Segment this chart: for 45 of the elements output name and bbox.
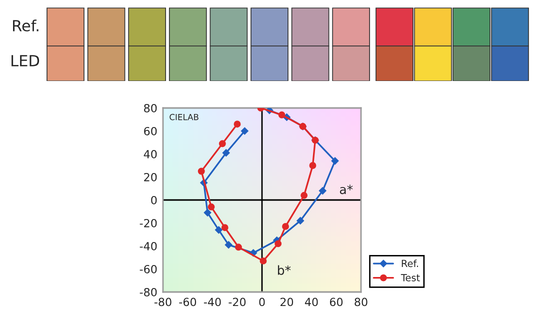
point	[218, 140, 226, 148]
x-tick-label: 0	[259, 298, 265, 306]
point	[224, 241, 232, 248]
point	[274, 240, 282, 248]
y-tick-label: 80	[144, 104, 157, 112]
x-tick-label: -20	[228, 298, 246, 306]
point	[282, 222, 289, 230]
y-tick-label: 20	[144, 172, 157, 182]
point	[278, 111, 286, 118]
ref-line-label: b*	[278, 265, 291, 275]
legend-label: Test	[400, 274, 420, 282]
x-tick-label: 20	[280, 298, 294, 306]
point	[204, 209, 212, 216]
point	[260, 257, 267, 264]
ref-line-label: a*	[340, 184, 353, 194]
x-tick-label: 40	[304, 298, 318, 306]
point	[222, 149, 230, 156]
point	[215, 226, 222, 234]
point	[331, 157, 339, 165]
x-tick-label: 60	[330, 298, 343, 306]
point	[241, 127, 248, 135]
point	[198, 168, 205, 175]
point	[300, 192, 308, 199]
x-tick-label: 80	[354, 298, 368, 306]
text: Ref.	[13, 20, 38, 32]
y-tick-label: -60	[140, 264, 157, 274]
y-tick-label: -40	[140, 242, 157, 250]
annotation: CIELAB	[170, 114, 198, 120]
text: LED	[12, 55, 40, 66]
legend-label: Ref.	[402, 260, 418, 268]
point	[235, 244, 242, 251]
y-tick-label: 0	[151, 196, 157, 204]
point	[296, 217, 304, 224]
y-tick-label: -80	[140, 288, 157, 296]
point	[309, 162, 316, 169]
y-tick-label: -20	[140, 218, 157, 228]
y-tick-label: 60	[144, 126, 157, 136]
point	[318, 187, 326, 194]
point	[234, 120, 241, 128]
x-tick-label: -80	[154, 298, 172, 306]
y-tick-label: 40	[144, 150, 157, 158]
point	[208, 203, 215, 210]
x-tick-label: -60	[179, 298, 196, 306]
point	[221, 224, 228, 232]
x-tick-label: -40	[204, 298, 221, 306]
